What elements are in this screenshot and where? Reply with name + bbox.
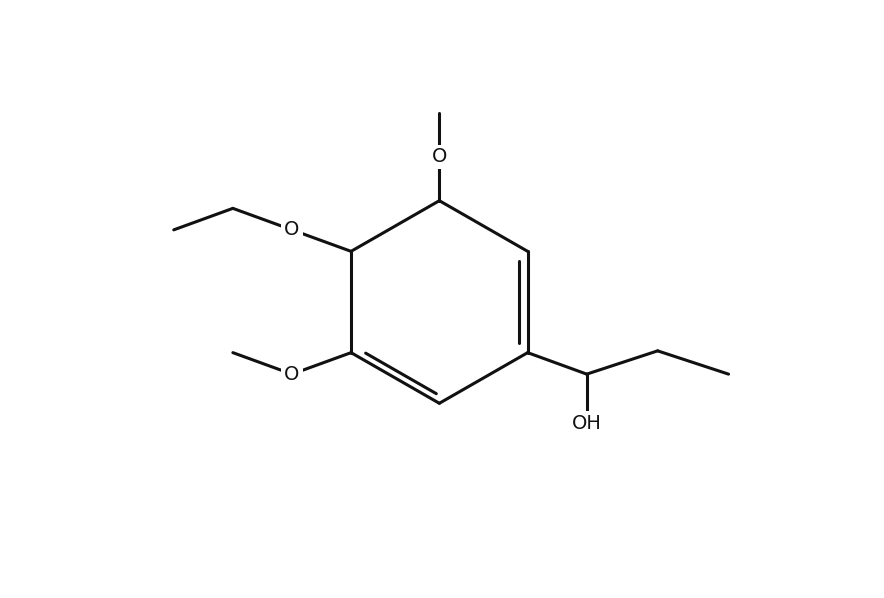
Text: O: O [285,220,300,239]
Text: O: O [431,148,447,166]
Text: O: O [285,365,300,384]
Text: OH: OH [572,414,602,433]
